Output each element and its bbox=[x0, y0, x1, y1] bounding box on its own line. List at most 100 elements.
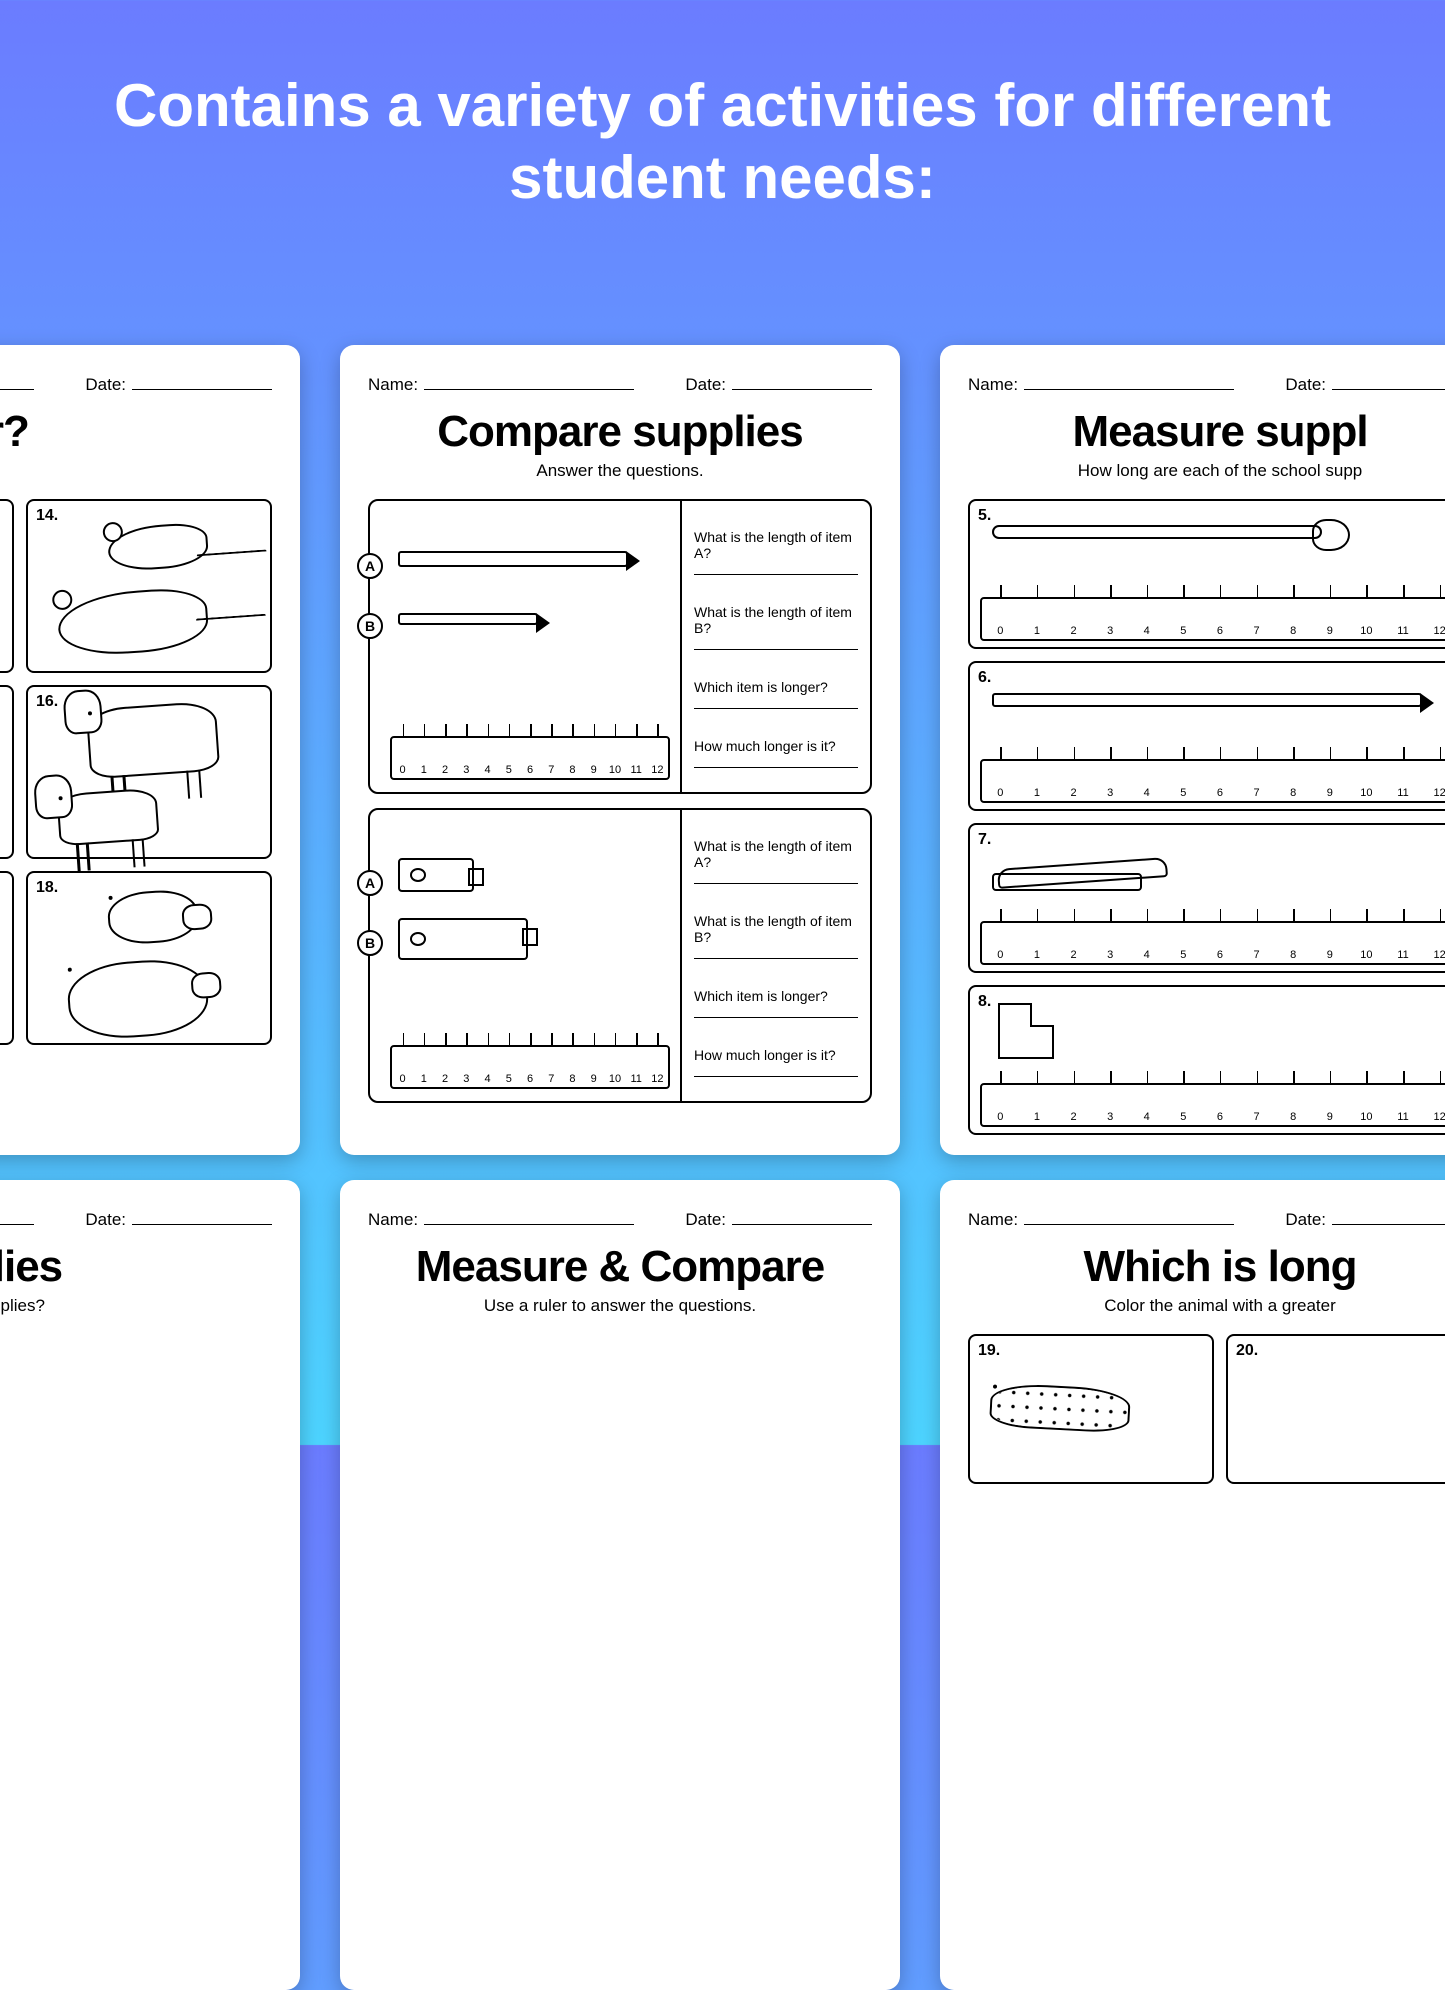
measure-row-8: 8. 0123456789101112 bbox=[968, 985, 1445, 1135]
date-label: Date: bbox=[685, 375, 726, 395]
ruler: 0123456789101112 bbox=[980, 921, 1445, 965]
date-field: Date: bbox=[85, 1210, 272, 1230]
sheet-title: Measure suppl bbox=[968, 407, 1445, 457]
answer-line[interactable] bbox=[694, 949, 858, 959]
date-label: Date: bbox=[1285, 1210, 1326, 1230]
date-label: Date: bbox=[85, 375, 126, 395]
date-line[interactable] bbox=[132, 1211, 272, 1225]
name-line[interactable] bbox=[424, 1211, 634, 1225]
cell bbox=[0, 871, 14, 1045]
question-number: 14. bbox=[36, 507, 58, 525]
measure-row-6: 6. 0123456789101112 bbox=[968, 661, 1445, 811]
ruler: 0123456789101112 bbox=[390, 736, 670, 780]
date-label: Date: bbox=[1285, 375, 1326, 395]
question-text: What is the length of item A? bbox=[694, 529, 858, 561]
name-label: Name: bbox=[368, 1210, 418, 1230]
ruler: 0123456789101112 bbox=[980, 597, 1445, 641]
sheet-subtitle: ong are each of the school supplies? bbox=[0, 1296, 272, 1316]
question-number: 8. bbox=[978, 993, 991, 1011]
sheet-compare-supplies: Name: Date: Compare supplies Answer the … bbox=[340, 345, 900, 1155]
name-field: Name: bbox=[368, 375, 634, 395]
question-text: What is the length of item A? bbox=[694, 838, 858, 870]
ruler: 0123456789101112 bbox=[390, 1045, 670, 1089]
name-date-row: Name: Date: bbox=[968, 375, 1445, 395]
name-date-row: Name: Date: bbox=[368, 1210, 872, 1230]
name-line[interactable] bbox=[0, 376, 34, 390]
question-number: 16. bbox=[36, 693, 58, 711]
compare-block-2: A B 0123456789101112 What is the length … bbox=[368, 808, 872, 1103]
animal-grid: 14. 16. bbox=[0, 499, 272, 1045]
question-text: Which item is longer? bbox=[694, 679, 858, 695]
cell-19: 19. bbox=[968, 1334, 1214, 1484]
cell-16: 16. bbox=[26, 685, 272, 859]
sheet-which-is-longer-2: Name: Date: Which is long Color the anim… bbox=[940, 1180, 1445, 1990]
sheet-title: Measure & Compare bbox=[368, 1242, 872, 1292]
question-number: 5. bbox=[978, 507, 991, 525]
answer-line[interactable] bbox=[694, 699, 858, 709]
name-line[interactable] bbox=[424, 376, 634, 390]
question-panel: What is the length of item A? What is th… bbox=[680, 501, 870, 792]
name-date-row: Name: Date: bbox=[368, 375, 872, 395]
cell-18: 18. bbox=[26, 871, 272, 1045]
name-date-row: Name: Date: bbox=[0, 1210, 272, 1230]
date-field: Date: bbox=[685, 1210, 872, 1230]
name-field: Name: bbox=[0, 1210, 34, 1230]
question-text: What is the length of item B? bbox=[694, 604, 858, 636]
sheet-measure-supplies-2: Name: Date: asure supplies ong are each … bbox=[0, 1180, 300, 1990]
question-number: 20. bbox=[1236, 1342, 1258, 1360]
date-field: Date: bbox=[1285, 375, 1445, 395]
worksheet-row-1: Name: Date: ch is longer? e animal with … bbox=[0, 345, 1445, 1155]
sheet-subtitle: How long are each of the school supp bbox=[968, 461, 1445, 481]
cell-20: 20. bbox=[1226, 1334, 1445, 1484]
sheet-title: ch is longer? bbox=[0, 407, 272, 457]
date-label: Date: bbox=[685, 1210, 726, 1230]
worksheet-row-2: Name: Date: asure supplies ong are each … bbox=[0, 1180, 1445, 1990]
name-line[interactable] bbox=[1024, 376, 1234, 390]
sheet-title: asure supplies bbox=[0, 1242, 272, 1292]
name-line[interactable] bbox=[1024, 1211, 1234, 1225]
label-b: B bbox=[357, 613, 383, 639]
answer-line[interactable] bbox=[694, 1067, 858, 1077]
name-date-row: Name: Date: bbox=[968, 1210, 1445, 1230]
sheet-subtitle: Answer the questions. bbox=[368, 461, 872, 481]
name-field: Name: bbox=[968, 1210, 1234, 1230]
answer-line[interactable] bbox=[694, 565, 858, 575]
question-panel: What is the length of item A? What is th… bbox=[680, 810, 870, 1101]
question-number: 7. bbox=[978, 831, 991, 849]
date-line[interactable] bbox=[732, 376, 872, 390]
question-text: Which item is longer? bbox=[694, 988, 858, 1004]
answer-line[interactable] bbox=[694, 758, 858, 768]
name-date-row: Name: Date: bbox=[0, 375, 272, 395]
name-field: Name: bbox=[0, 375, 34, 395]
answer-line[interactable] bbox=[694, 640, 858, 650]
date-line[interactable] bbox=[132, 376, 272, 390]
name-label: Name: bbox=[968, 375, 1018, 395]
cell-14: 14. bbox=[26, 499, 272, 673]
sheet-measure-compare: Name: Date: Measure & Compare Use a rule… bbox=[340, 1180, 900, 1990]
date-line[interactable] bbox=[1332, 376, 1445, 390]
label-a: A bbox=[357, 870, 383, 896]
name-label: Name: bbox=[968, 1210, 1018, 1230]
answer-line[interactable] bbox=[694, 874, 858, 884]
compare-block-1: A B 0123456789101112 What is the length … bbox=[368, 499, 872, 794]
answer-line[interactable] bbox=[694, 1008, 858, 1018]
sheet-subtitle: e animal with a greater length. bbox=[0, 461, 272, 481]
sheet-which-is-longer: Name: Date: ch is longer? e animal with … bbox=[0, 345, 300, 1155]
label-b: B bbox=[357, 930, 383, 956]
sheet-subtitle: Use a ruler to answer the questions. bbox=[368, 1296, 872, 1316]
measure-row-7: 7. 0123456789101112 bbox=[968, 823, 1445, 973]
name-field: Name: bbox=[368, 1210, 634, 1230]
date-field: Date: bbox=[85, 375, 272, 395]
sheet-measure-supplies: Name: Date: Measure suppl How long are e… bbox=[940, 345, 1445, 1155]
date-line[interactable] bbox=[1332, 1211, 1445, 1225]
ruler: 0123456789101112 bbox=[980, 759, 1445, 803]
name-label: Name: bbox=[368, 375, 418, 395]
question-number: 6. bbox=[978, 669, 991, 687]
label-a: A bbox=[357, 553, 383, 579]
measure-row-5: 5. 0123456789101112 bbox=[968, 499, 1445, 649]
date-line[interactable] bbox=[732, 1211, 872, 1225]
ruler: 0123456789101112 bbox=[980, 1083, 1445, 1127]
name-line[interactable] bbox=[0, 1211, 34, 1225]
name-field: Name: bbox=[968, 375, 1234, 395]
question-text: How much longer is it? bbox=[694, 738, 858, 754]
